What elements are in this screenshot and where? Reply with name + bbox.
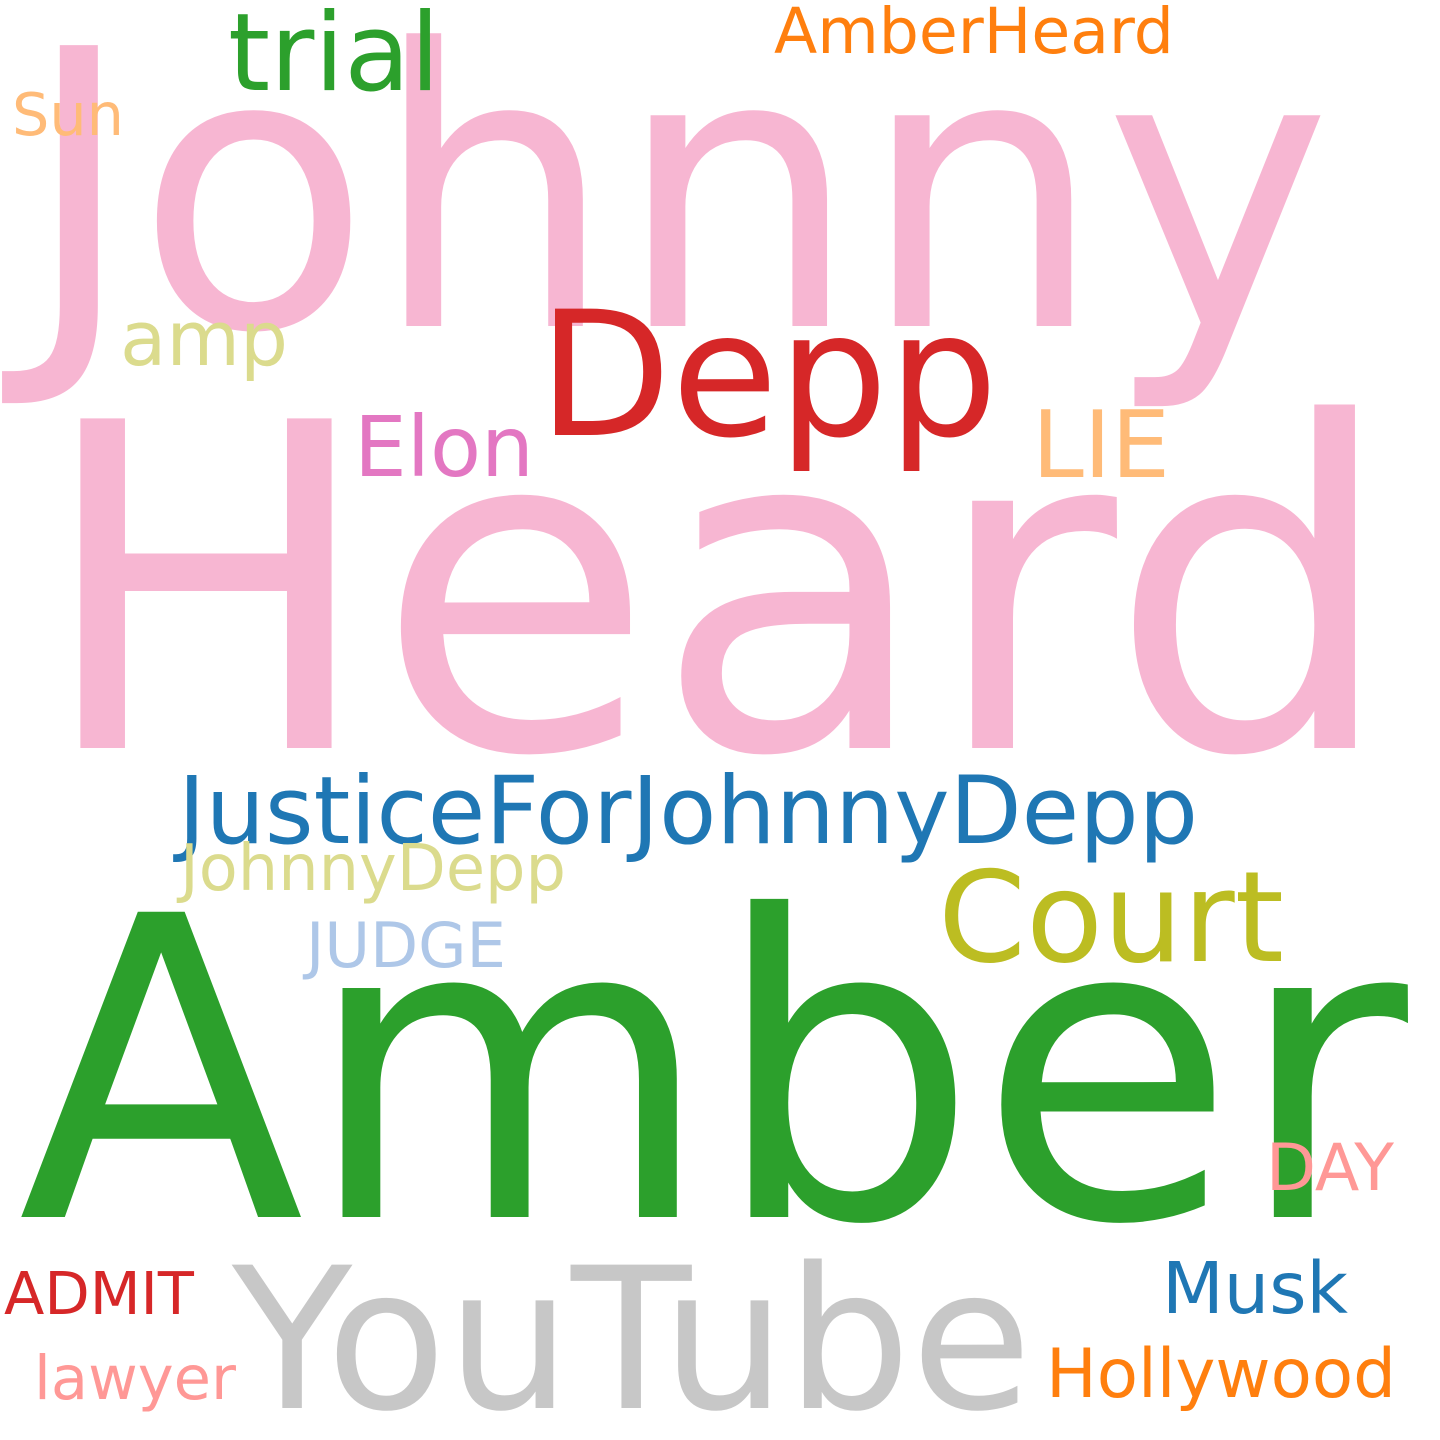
- word-youtube: YouTube: [232, 1225, 1033, 1440]
- word-lie: LIE: [1032, 390, 1170, 499]
- word-heard: Heard: [36, 327, 1396, 855]
- word-johnny: Johnny: [22, 0, 1332, 417]
- word-elon: Elon: [354, 398, 534, 497]
- word-lawyer: lawyer: [34, 1343, 236, 1414]
- word-depp: Depp: [538, 274, 998, 477]
- word-judge: JUDGE: [306, 908, 506, 982]
- word-court: Court: [938, 844, 1285, 992]
- word-amberheard: AmberHeard: [774, 0, 1174, 68]
- word-justicefor-johnnydepp: JusticeForJohnnyDepp: [178, 757, 1199, 867]
- word-hollywood: Hollywood: [1046, 1334, 1396, 1414]
- word-day: DAY: [1266, 1130, 1394, 1206]
- word-amp: amp: [120, 295, 288, 384]
- word-sun: Sun: [12, 79, 124, 149]
- word-trial: trial: [228, 0, 441, 116]
- word-musk: Musk: [1162, 1247, 1348, 1331]
- word-admit: ADMIT: [4, 1258, 194, 1328]
- word-amber: Amber: [18, 827, 1408, 1316]
- word-johnnydepp: JohnnyDepp: [180, 832, 566, 907]
